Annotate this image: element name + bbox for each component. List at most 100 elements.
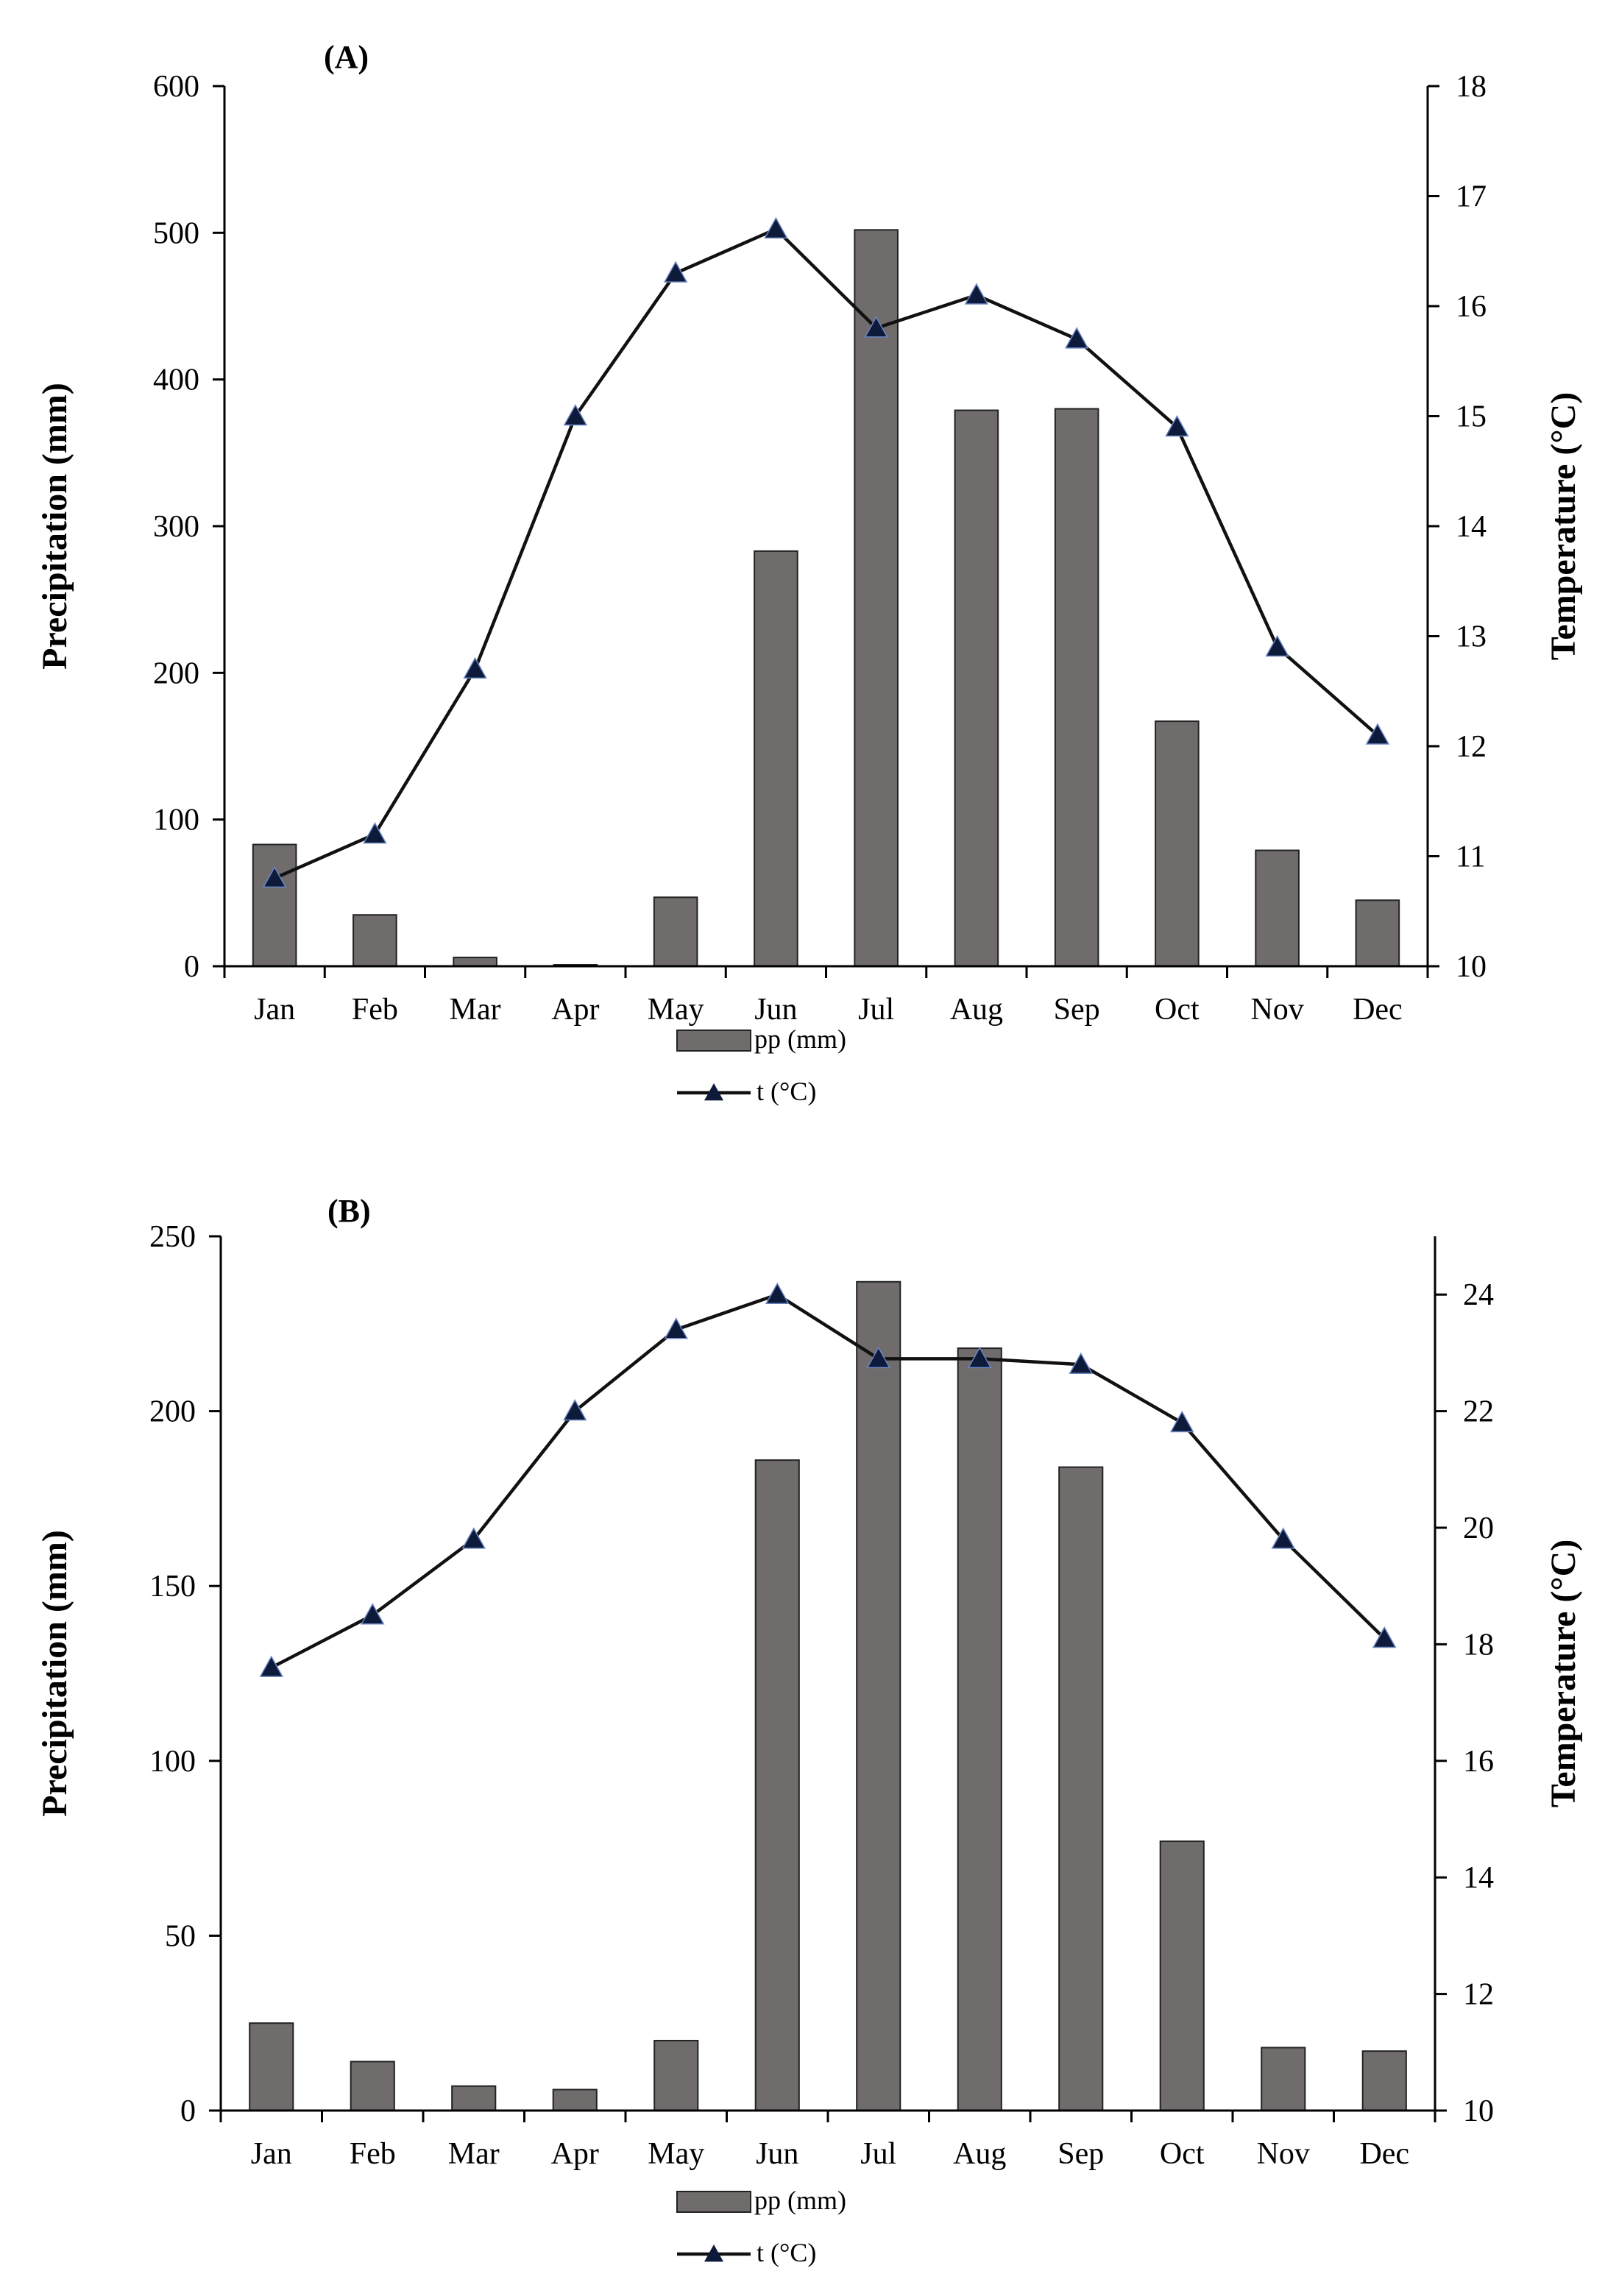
legend-line-marker xyxy=(704,2244,723,2262)
chart-panel-b: 0 50 100 150 200 250 10 12 14 16 18 20 22 24 Jan Feb Mar… xyxy=(0,1148,1619,2296)
temperature-marker-feb xyxy=(360,1603,385,1625)
panel-label: (B) xyxy=(327,1193,371,1229)
y-tick-label-right: 18 xyxy=(1456,70,1487,104)
y-axis-title-right: Temperature (°C) xyxy=(1544,1539,1583,1807)
temperature-marker-aug xyxy=(967,1346,992,1369)
chart-panel-a: 0 100 200 300 400 500 600 10 11 12 13 14 15 16 17 18 Jan… xyxy=(35,39,1583,1106)
temperature-marker-apr xyxy=(563,403,588,426)
y-tick-label-right: 18 xyxy=(1463,1628,1494,1662)
y-tick-label-right: 10 xyxy=(1456,950,1487,984)
legend-bar-label: pp (mm) xyxy=(754,1024,846,1054)
precipitation-bar-jun xyxy=(754,1459,800,2111)
legend-bar-swatch xyxy=(676,1030,751,1052)
precipitation-bar-aug xyxy=(957,1347,1002,2112)
temperature-marker-apr xyxy=(562,1399,587,1421)
temperature-marker-aug xyxy=(964,283,989,305)
x-tick-label-oct: Oct xyxy=(1160,2137,1205,2171)
y-tick-label-right: 17 xyxy=(1456,180,1487,214)
y-tick-label-right: 16 xyxy=(1456,290,1487,324)
legend-line-label: t (°C) xyxy=(757,1077,816,1106)
precipitation-bar-sep xyxy=(1058,1466,1104,2111)
legend-bar-label: pp (mm) xyxy=(754,2186,846,2215)
y-tick-label-right: 24 xyxy=(1463,1278,1494,1312)
x-tick-label-mar: Mar xyxy=(450,993,501,1027)
y-tick-label-left: 600 xyxy=(153,70,199,104)
legend-line-marker xyxy=(704,1083,723,1101)
x-tick-label-apr: Apr xyxy=(551,993,599,1027)
legend-line-label: t (°C) xyxy=(757,2238,816,2267)
y-tick-label-right: 14 xyxy=(1463,1861,1494,1895)
temperature-marker-jul xyxy=(864,316,888,338)
precipitation-bar-mar xyxy=(453,957,497,968)
y-axis-title-left: Precipitation (mm) xyxy=(35,1530,74,1817)
x-tick-label-jan: Jan xyxy=(251,2137,292,2171)
temperature-marker-dec xyxy=(1365,723,1390,745)
temperature-marker-may xyxy=(664,1317,689,1339)
temperature-marker-jan xyxy=(262,865,287,888)
x-tick-label-may: May xyxy=(648,2137,704,2171)
y-tick-label-left: 0 xyxy=(180,2094,196,2128)
precipitation-bar-may xyxy=(653,2039,699,2111)
x-tick-label-sep: Sep xyxy=(1054,993,1100,1027)
y-tick-label-left: 300 xyxy=(153,510,199,544)
y-tick-label-right: 22 xyxy=(1463,1395,1494,1429)
y-tick-label-right: 13 xyxy=(1456,620,1487,654)
x-tick-label-aug: Aug xyxy=(953,2137,1006,2171)
x-tick-label-feb: Feb xyxy=(350,2137,396,2171)
x-tick-label-jan: Jan xyxy=(254,993,295,1027)
temperature-marker-jul xyxy=(866,1346,891,1369)
precipitation-bar-jul xyxy=(854,229,899,967)
x-tick-label-feb: Feb xyxy=(352,993,398,1027)
x-tick-label-jul: Jul xyxy=(860,2137,896,2171)
y-tick-label-right: 20 xyxy=(1463,1512,1494,1545)
temperature-marker-nov xyxy=(1271,1527,1296,1549)
x-tick-label-dec: Dec xyxy=(1359,2137,1409,2171)
precipitation-bar-jun xyxy=(754,550,798,967)
precipitation-bar-dec xyxy=(1361,2050,1407,2111)
y-tick-label-right: 10 xyxy=(1463,2094,1494,2128)
climate-chart-a: 0 100 200 300 400 500 600 10 11 12 13 14 15 16 17 18 Jan… xyxy=(35,39,1583,1106)
temperature-marker-feb xyxy=(363,822,387,844)
precipitation-bar-may xyxy=(653,896,698,968)
temperature-marker-jun xyxy=(765,1282,790,1304)
x-tick-label-nov: Nov xyxy=(1250,993,1303,1027)
precipitation-bar-jan xyxy=(252,843,297,968)
legend-bar-swatch xyxy=(676,2191,751,2213)
x-tick-label-sep: Sep xyxy=(1058,2137,1104,2171)
y-tick-label-right: 16 xyxy=(1463,1745,1494,1779)
y-tick-label-left: 500 xyxy=(153,216,199,250)
x-tick-label-mar: Mar xyxy=(448,2137,500,2171)
temperature-marker-jan xyxy=(259,1655,284,1677)
precipitation-bar-nov xyxy=(1255,849,1300,967)
precipitation-bar-feb xyxy=(353,914,397,967)
x-tick-label-jul: Jul xyxy=(858,993,894,1027)
precipitation-bar-dec xyxy=(1355,899,1400,968)
temperature-marker-may xyxy=(663,261,688,283)
y-tick-label-right: 15 xyxy=(1456,400,1487,434)
y-tick-label-left: 400 xyxy=(153,364,199,397)
precipitation-bar-oct xyxy=(1155,720,1200,967)
climate-chart-b: 0 50 100 150 200 250 10 12 14 16 18 20 22 24 Jan Feb Mar… xyxy=(35,1193,1583,2267)
y-tick-label-left: 250 xyxy=(149,1220,196,1254)
precipitation-bar-nov xyxy=(1261,2047,1306,2111)
temperature-marker-oct xyxy=(1165,414,1189,437)
y-tick-label-left: 50 xyxy=(165,1919,196,1953)
x-tick-label-jun: Jun xyxy=(756,2137,798,2171)
y-tick-label-right: 11 xyxy=(1456,840,1485,874)
y-tick-label-right: 12 xyxy=(1456,730,1487,764)
temperature-marker-sep xyxy=(1064,327,1089,349)
y-tick-label-left: 150 xyxy=(149,1570,196,1604)
temperature-marker-dec xyxy=(1372,1626,1397,1648)
precipitation-bar-apr xyxy=(552,2088,598,2112)
x-tick-label-aug: Aug xyxy=(950,993,1003,1027)
temperature-marker-jun xyxy=(764,216,788,239)
y-tick-label-left: 100 xyxy=(149,1745,196,1779)
precipitation-bar-oct xyxy=(1159,1840,1205,2111)
x-tick-label-may: May xyxy=(648,993,704,1027)
temperature-marker-sep xyxy=(1069,1352,1094,1374)
precipitation-bar-sep xyxy=(1054,408,1099,967)
y-tick-label-left: 0 xyxy=(184,950,199,984)
precipitation-bar-aug xyxy=(954,409,999,967)
y-axis-title-left: Precipitation (mm) xyxy=(35,383,74,670)
x-tick-label-oct: Oct xyxy=(1155,993,1200,1027)
